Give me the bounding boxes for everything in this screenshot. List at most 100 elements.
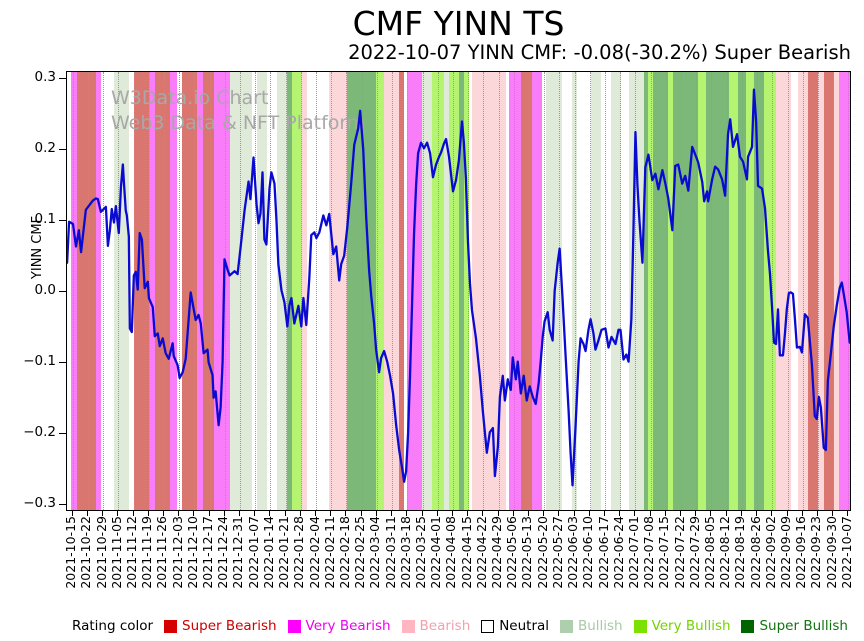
week-gridline — [331, 72, 333, 510]
week-gridline — [574, 72, 576, 510]
x-tick-label: 2022-07-15 — [656, 516, 672, 589]
y-tick-mark — [59, 503, 66, 505]
x-tick-mark — [756, 511, 758, 516]
x-tick-label: 2022-03-04 — [367, 516, 383, 589]
rating-band-sbu — [643, 72, 648, 510]
rating-band-vbu — [728, 72, 738, 510]
x-tick-label: 2021-11-26 — [154, 516, 170, 589]
week-gridline — [559, 72, 561, 510]
week-gridline — [650, 72, 652, 510]
rating-band-sb — [182, 72, 197, 510]
x-tick-label: 2022-07-01 — [625, 516, 641, 589]
rating-band-vb — [508, 72, 521, 510]
x-tick-label: 2022-09-23 — [808, 516, 824, 589]
week-gridline — [513, 72, 515, 510]
week-gridline — [681, 72, 683, 510]
rating-band-bu — [590, 72, 601, 510]
x-tick-mark — [527, 511, 529, 516]
rating-band-sb — [203, 72, 214, 510]
y-tick-mark — [59, 291, 66, 292]
x-tick-mark — [360, 511, 362, 516]
x-tick-label: 2022-02-04 — [306, 516, 322, 589]
week-gridline — [346, 72, 348, 510]
x-tick-mark — [86, 511, 88, 516]
rating-band-vb — [71, 72, 77, 510]
rating-band-b — [833, 72, 839, 510]
week-gridline — [239, 72, 241, 510]
y-tick-mark — [59, 149, 66, 151]
legend-swatch — [741, 619, 755, 633]
x-tick-label: 2022-03-11 — [382, 516, 398, 589]
week-gridline — [270, 72, 272, 510]
legend-swatch — [633, 619, 647, 633]
x-tick-mark — [497, 511, 499, 516]
week-gridline — [392, 72, 394, 510]
rating-band-vb — [95, 72, 101, 510]
x-tick-label: 2022-08-19 — [732, 516, 748, 589]
week-gridline — [422, 72, 424, 510]
week-gridline — [407, 72, 409, 510]
x-tick-mark — [391, 511, 393, 516]
x-tick-mark — [117, 511, 119, 516]
x-tick-mark — [512, 511, 514, 516]
x-tick-mark — [102, 511, 104, 516]
week-gridline — [194, 72, 196, 510]
x-tick-label: 2022-02-25 — [352, 516, 368, 589]
x-tick-label: 2022-02-11 — [321, 516, 337, 589]
week-gridline — [483, 72, 485, 510]
x-tick-mark — [710, 511, 712, 516]
week-gridline — [817, 72, 819, 510]
cmf-line-svg — [67, 88, 850, 487]
x-tick-label: 2022-09-02 — [762, 516, 778, 589]
x-tick-mark — [330, 511, 332, 516]
week-gridline — [498, 72, 500, 510]
week-gridline — [376, 72, 378, 510]
x-tick-label: 2022-06-24 — [610, 516, 626, 589]
x-tick-label: 2022-10-07 — [838, 516, 854, 589]
week-gridline — [665, 72, 667, 510]
rating-band-b — [301, 72, 307, 510]
week-gridline — [802, 72, 804, 510]
x-tick-label: 2022-07-08 — [641, 516, 657, 589]
week-gridline — [696, 72, 698, 510]
week-gridline — [103, 72, 105, 510]
cmf-line — [67, 88, 850, 487]
rating-band-sb — [520, 72, 532, 510]
rating-band-vbu — [745, 72, 754, 510]
x-tick-mark — [740, 511, 742, 516]
rating-band-vbu — [448, 72, 459, 510]
x-tick-mark — [695, 511, 697, 516]
y-tick-label: −0.3 — [23, 494, 56, 511]
x-tick-label: 2021-11-19 — [139, 516, 155, 589]
rating-band-sb — [398, 72, 404, 510]
rating-band-vb — [532, 72, 542, 510]
x-tick-mark — [238, 511, 240, 516]
x-tick-mark — [725, 511, 727, 516]
x-tick-mark — [604, 511, 605, 516]
week-gridline — [300, 72, 302, 510]
legend-title: Rating color — [72, 618, 154, 634]
x-tick-label: 2021-11-12 — [124, 516, 140, 589]
x-tick-mark — [467, 511, 469, 516]
x-tick-label: 2022-05-13 — [519, 516, 535, 589]
x-tick-mark — [543, 511, 545, 516]
legend-item-super-bearish: Super Bearish — [164, 618, 277, 634]
rating-band-bu — [443, 72, 449, 510]
rating-band-bu — [610, 72, 621, 510]
x-tick-label: 2021-12-10 — [184, 516, 200, 589]
x-tick-label: 2022-09-30 — [823, 516, 839, 589]
x-tick-mark — [269, 511, 271, 516]
week-gridline — [757, 72, 759, 510]
x-tick-mark — [634, 511, 636, 516]
x-tick-mark — [375, 511, 377, 516]
x-tick-label: 2022-03-25 — [413, 516, 428, 589]
x-tick-mark — [178, 511, 180, 516]
rating-band-vb — [170, 72, 178, 510]
week-gridline — [741, 72, 743, 510]
x-tick-label: 2022-09-16 — [793, 516, 809, 589]
y-tick-label: −0.1 — [23, 352, 56, 369]
y-tick-mark — [59, 78, 66, 80]
x-tick-mark — [588, 511, 590, 516]
x-tick-label: 2022-06-03 — [565, 516, 581, 589]
